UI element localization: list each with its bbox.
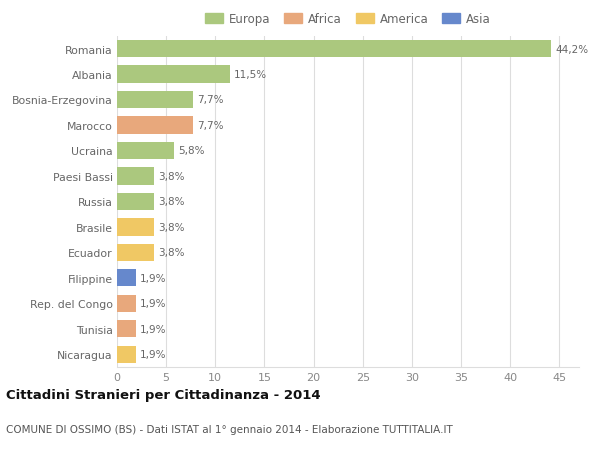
Text: 1,9%: 1,9% <box>140 273 166 283</box>
Legend: Europa, Africa, America, Asia: Europa, Africa, America, Asia <box>200 8 496 31</box>
Text: 1,9%: 1,9% <box>140 299 166 308</box>
Bar <box>117 269 136 287</box>
Text: COMUNE DI OSSIMO (BS) - Dati ISTAT al 1° gennaio 2014 - Elaborazione TUTTITALIA.: COMUNE DI OSSIMO (BS) - Dati ISTAT al 1°… <box>6 425 453 435</box>
Text: 1,9%: 1,9% <box>140 349 166 359</box>
Text: 5,8%: 5,8% <box>178 146 205 156</box>
Bar <box>117 117 193 134</box>
Text: 3,8%: 3,8% <box>158 248 185 258</box>
Bar <box>117 346 136 363</box>
Bar <box>117 193 154 211</box>
Bar <box>117 295 136 312</box>
Text: 3,8%: 3,8% <box>158 172 185 181</box>
Bar <box>117 168 154 185</box>
Bar <box>117 92 193 109</box>
Bar <box>117 244 154 262</box>
Text: 1,9%: 1,9% <box>140 324 166 334</box>
Text: Cittadini Stranieri per Cittadinanza - 2014: Cittadini Stranieri per Cittadinanza - 2… <box>6 388 320 401</box>
Bar <box>117 41 551 58</box>
Bar <box>117 66 230 84</box>
Text: 11,5%: 11,5% <box>234 70 267 80</box>
Text: 44,2%: 44,2% <box>556 45 589 55</box>
Bar <box>117 142 174 160</box>
Bar <box>117 219 154 236</box>
Bar <box>117 320 136 338</box>
Text: 7,7%: 7,7% <box>197 95 223 105</box>
Text: 3,8%: 3,8% <box>158 223 185 232</box>
Text: 3,8%: 3,8% <box>158 197 185 207</box>
Text: 7,7%: 7,7% <box>197 121 223 131</box>
